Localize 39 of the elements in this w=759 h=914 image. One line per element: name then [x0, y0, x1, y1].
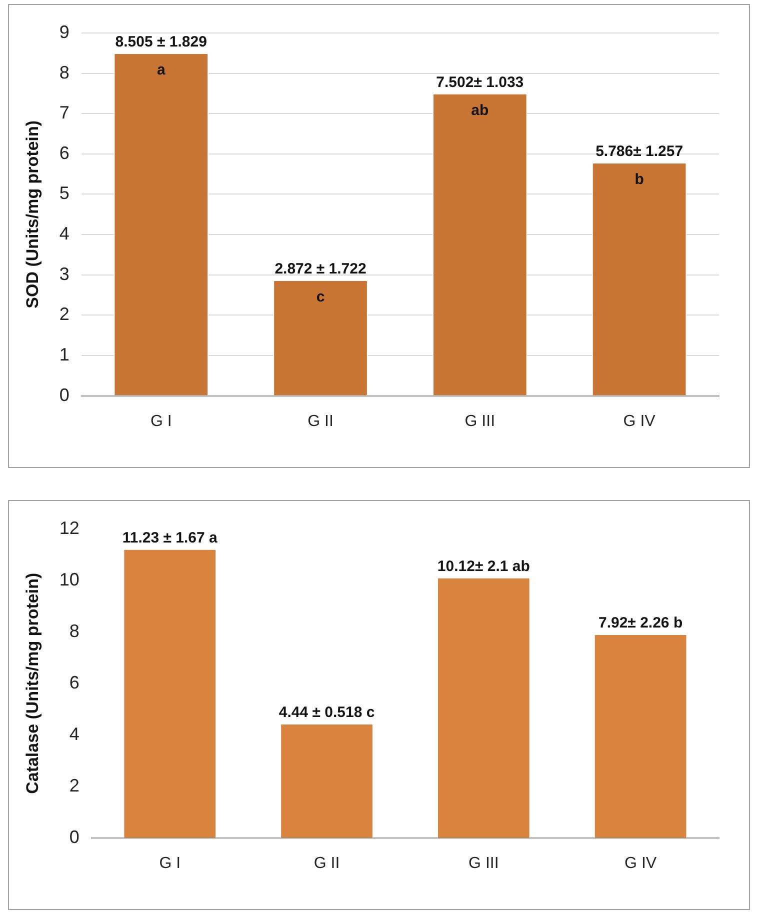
x-tick-label: G IV	[624, 854, 657, 872]
y-tick-label: 0	[69, 826, 80, 847]
annotation: c	[316, 288, 325, 306]
data-label: 4.44 ± 0.518 c	[278, 704, 375, 722]
y-tick-label: 6	[69, 672, 80, 692]
y-tick-label: 10	[59, 569, 80, 590]
y-tick-label: 5	[59, 183, 70, 204]
y-tick-label: 12	[59, 518, 80, 538]
y-tick-label: 9	[59, 22, 70, 42]
y-tick-label: 3	[59, 264, 70, 284]
y-tick-label: 8	[69, 620, 80, 641]
annotation: ab	[471, 102, 489, 120]
data-label: 11.23 ± 1.67 a	[122, 529, 218, 546]
y-tick-label: 1	[59, 344, 70, 364]
x-tick-label: G III	[464, 412, 496, 430]
x-tick-label: G I	[150, 412, 172, 430]
annotation: a	[156, 62, 166, 79]
x-tick-label: G III	[468, 854, 499, 872]
x-tick-label: G II	[314, 854, 340, 872]
data-label: 7.502± 1.033	[436, 74, 524, 92]
annotation: b	[634, 171, 644, 188]
data-label: 10.12± 2.1 ab	[437, 558, 530, 576]
y-axis-title: Catalase (Units/mg protein)	[22, 572, 42, 794]
y-axis-title: SOD (Units/mg protein)	[22, 120, 42, 308]
data-label: 2.872 ± 1.722	[274, 260, 366, 278]
y-tick-label: 2	[59, 304, 70, 324]
data-label: 5.786± 1.257	[596, 143, 684, 160]
data-label: 8.505 ± 1.829	[115, 34, 207, 51]
y-tick-label: 4	[69, 724, 80, 744]
y-tick-label: 4	[59, 224, 70, 244]
y-tick-label: 0	[59, 384, 70, 405]
y-tick-label: 7	[59, 102, 70, 123]
data-label: 7.92± 2.26 b	[598, 614, 683, 632]
y-tick-label: 6	[59, 142, 70, 163]
x-tick-label: G IV	[623, 412, 656, 430]
x-tick-label: G I	[159, 854, 181, 872]
y-tick-label: 8	[59, 62, 70, 82]
x-tick-label: G II	[308, 412, 334, 430]
y-tick-label: 2	[69, 775, 80, 796]
